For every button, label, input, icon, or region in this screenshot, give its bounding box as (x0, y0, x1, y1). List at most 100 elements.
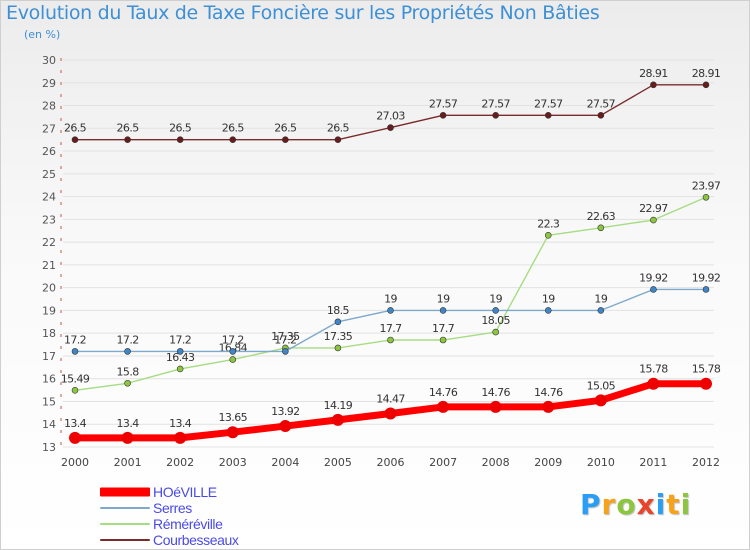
x-tick-label: 2003 (219, 456, 247, 469)
data-point (279, 420, 292, 433)
data-point (71, 136, 79, 143)
x-tick-label: 2012 (692, 456, 720, 469)
data-point (597, 224, 605, 232)
data-point (702, 286, 710, 293)
legend-label: HOéVILLE (153, 484, 217, 500)
data-point (597, 112, 605, 119)
data-label: 19.92 (692, 271, 721, 284)
proxiti-logo: Proxiti (580, 488, 691, 521)
legend-swatch (100, 539, 150, 541)
data-point (174, 431, 187, 444)
data-point (71, 348, 79, 355)
data-label: 15.05 (587, 379, 616, 392)
y-tick-label: 13 (42, 441, 56, 454)
data-label: 17.2 (169, 333, 191, 346)
data-point (650, 286, 657, 293)
logo-letter: r (601, 488, 617, 521)
x-tick-label: 2006 (377, 456, 405, 469)
x-tick-label: 2004 (271, 456, 299, 469)
logo-letter: x (636, 488, 656, 521)
data-point (702, 193, 710, 201)
y-tick-label: 15 (42, 395, 56, 408)
data-point (71, 387, 79, 394)
data-label: 19 (437, 292, 450, 305)
data-label: 22.3 (537, 217, 560, 230)
data-label: 26.5 (64, 122, 87, 135)
data-point (229, 136, 237, 143)
y-tick-label: 22 (42, 236, 56, 249)
data-label: 27.57 (587, 97, 616, 110)
y-tick-label: 28 (42, 100, 56, 113)
data-point (544, 231, 552, 239)
x-tick-label: 2011 (639, 456, 667, 469)
y-tick-label: 16 (42, 373, 56, 386)
logo-letter: P (580, 488, 602, 521)
data-label: 17.35 (271, 330, 300, 343)
data-point (282, 136, 289, 143)
data-point (124, 379, 131, 387)
data-label: 27.57 (429, 97, 458, 110)
y-tick-label: 19 (42, 304, 56, 317)
y-tick-label: 21 (42, 259, 56, 272)
y-tick-label: 30 (42, 54, 56, 67)
data-label: 17.2 (117, 333, 139, 346)
data-point (700, 377, 712, 390)
logo-letter: i (655, 488, 667, 521)
data-label: 17.2 (64, 333, 86, 346)
data-point (387, 336, 394, 344)
data-label: 17.2 (222, 333, 244, 346)
data-point (439, 307, 447, 314)
x-tick-label: 2005 (324, 456, 352, 469)
data-point (334, 318, 342, 326)
data-label: 27.57 (481, 97, 510, 110)
data-label: 13.4 (64, 417, 87, 430)
data-label: 23.97 (692, 179, 721, 192)
data-point (492, 328, 499, 336)
x-tick-label: 2010 (587, 456, 615, 469)
logo-letter: o (616, 488, 637, 521)
data-point (544, 112, 552, 119)
data-label: 16.43 (166, 351, 195, 364)
data-label: 19 (384, 292, 397, 305)
data-point (331, 413, 344, 426)
data-label: 27.03 (376, 110, 405, 123)
data-label: 15.78 (639, 363, 668, 376)
data-point (439, 112, 447, 119)
data-label: 14.76 (429, 386, 458, 399)
data-point (542, 400, 555, 413)
data-label: 15.78 (692, 363, 721, 376)
data-point (489, 400, 502, 413)
legend-label: Serres (153, 500, 192, 516)
x-tick-label: 2001 (114, 456, 142, 469)
data-label: 26.5 (222, 122, 245, 135)
y-tick-label: 17 (42, 350, 56, 363)
legend-swatch (100, 507, 150, 509)
y-tick-label: 18 (42, 327, 56, 340)
data-point (650, 81, 657, 89)
chart-title: Evolution du Taux de Taxe Foncière sur l… (6, 2, 600, 24)
data-label: 13.92 (271, 405, 300, 418)
y-tick-label: 27 (42, 122, 56, 135)
data-point (176, 136, 184, 143)
data-point (384, 407, 397, 420)
data-label: 13.4 (169, 417, 192, 430)
data-point (282, 348, 289, 355)
data-point (334, 136, 342, 143)
legend-label: Réméréville (153, 516, 223, 532)
chart-subtitle: (en %) (24, 28, 61, 41)
data-label: 17.35 (324, 330, 353, 343)
data-label: 15.49 (61, 372, 90, 385)
data-label: 17.7 (432, 322, 455, 335)
data-point (69, 431, 81, 444)
y-tick-label: 26 (42, 145, 56, 158)
data-label: 22.97 (639, 202, 668, 215)
data-label: 13.65 (219, 411, 248, 424)
data-point (650, 216, 657, 224)
data-point (702, 81, 710, 89)
data-point (387, 124, 394, 131)
y-tick-label: 14 (42, 418, 56, 431)
x-tick-label: 2002 (166, 456, 194, 469)
data-label: 22.63 (587, 210, 616, 223)
